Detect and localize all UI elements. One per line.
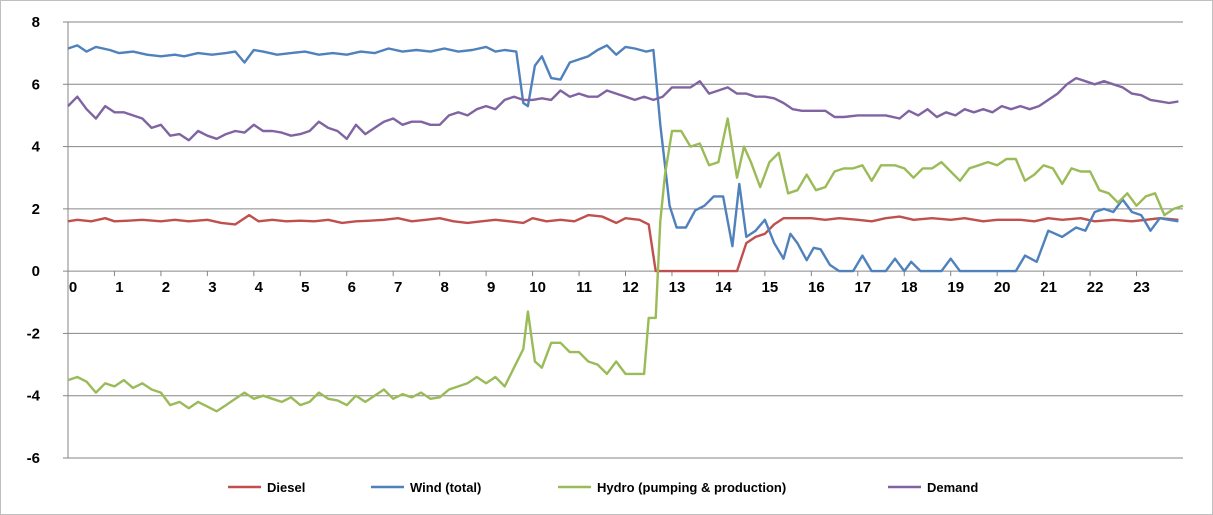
series-line-demand — [67, 76, 1179, 142]
x-tick-label: 2 — [162, 279, 170, 296]
x-tick-label: 4 — [255, 279, 264, 296]
x-tick-label: 11 — [576, 279, 592, 296]
series-lines — [67, 44, 1184, 413]
x-tick-label: 9 — [487, 279, 495, 296]
series-line-hydro-pumping-production — [67, 117, 1184, 413]
x-tick-label: 10 — [529, 279, 546, 296]
x-tick-label: 15 — [762, 279, 779, 296]
y-tick-label: 6 — [32, 76, 40, 93]
x-tick-label: 23 — [1133, 279, 1150, 296]
x-tick-label: 8 — [440, 279, 448, 296]
y-tick-label: -2 — [27, 325, 40, 342]
legend-label: Diesel — [267, 480, 305, 495]
legend: Diesel Wind (total) Hydro (pumping & produ… — [228, 480, 978, 495]
x-axis-ticks: 0 1 2 3 4 5 6 7 8 9 10 11 12 13 14 15 16 17 18 19 20 21 22 23 — [69, 279, 1150, 296]
axes — [63, 21, 1183, 459]
x-tick-label: 3 — [208, 279, 216, 296]
y-tick-label: 2 — [32, 201, 40, 218]
y-tick-label: 4 — [32, 139, 41, 156]
x-tick-label: 21 — [1040, 279, 1057, 296]
x-tick-label: 1 — [115, 279, 123, 296]
x-tick-label: 17 — [854, 279, 871, 296]
legend-label: Hydro (pumping & production) — [597, 480, 786, 495]
series-line-diesel — [67, 213, 1179, 273]
legend-label: Demand — [927, 480, 978, 495]
y-axis-ticks: 8 6 4 2 0 -2 -4 -6 — [27, 14, 41, 467]
x-tick-label: 5 — [301, 279, 309, 296]
x-tick-label: 19 — [947, 279, 964, 296]
x-tick-label: 13 — [669, 279, 686, 296]
x-tick-label: 22 — [1087, 279, 1104, 296]
x-tick-label: 18 — [901, 279, 918, 296]
y-tick-label: 8 — [32, 14, 40, 31]
series-line-wind-total — [67, 44, 1179, 273]
x-tick-label: 20 — [994, 279, 1011, 296]
legend-label: Wind (total) — [410, 480, 481, 495]
y-tick-label: 0 — [32, 263, 40, 280]
x-tick-label: 16 — [808, 279, 825, 296]
x-tick-label: 6 — [348, 279, 356, 296]
x-tick-label: 7 — [394, 279, 402, 296]
x-tick-label: 0 — [69, 279, 77, 296]
y-tick-label: -6 — [27, 450, 40, 467]
x-tick-label: 14 — [715, 279, 732, 296]
gridlines — [68, 21, 1183, 459]
y-tick-label: -4 — [27, 388, 41, 405]
x-tick-label: 12 — [622, 279, 639, 296]
